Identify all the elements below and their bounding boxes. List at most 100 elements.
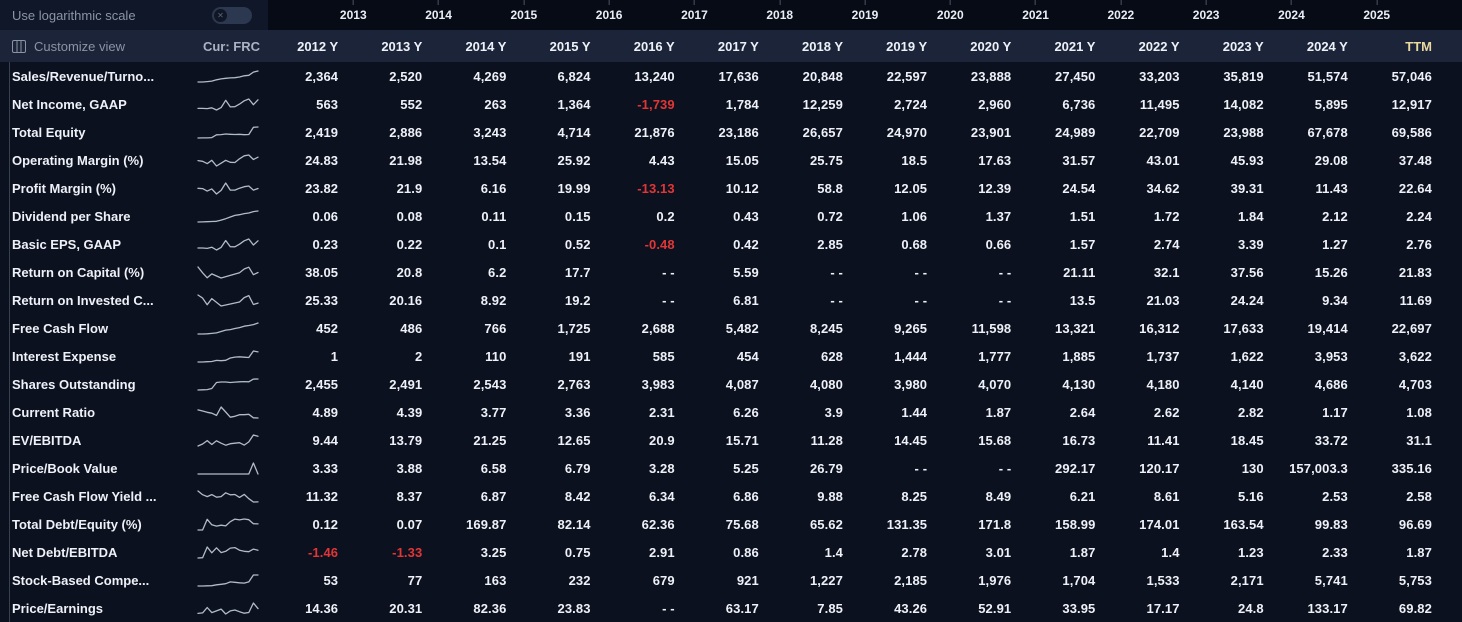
value-cell: 69,586: [1391, 124, 1432, 140]
value-cell: 4.89: [312, 404, 339, 420]
metric-label[interactable]: Sales/Revenue/Turno...: [12, 68, 155, 84]
sparkline-chart: [197, 602, 259, 615]
value-cell: 62.36: [641, 516, 675, 532]
sparkline: [185, 459, 268, 477]
value-cell: 20,848: [802, 68, 843, 84]
value-cell: 27,450: [1055, 68, 1096, 84]
metric-label[interactable]: Shares Outstanding: [12, 376, 136, 392]
timeline-year-label: 2016: [595, 8, 623, 22]
value-cell: 8,245: [809, 320, 843, 336]
value-cell: 4,140: [1230, 376, 1264, 392]
value-cell: - -: [998, 460, 1012, 476]
value-cell: - -: [914, 460, 928, 476]
value-cell: 6,736: [1062, 96, 1096, 112]
sparkline-chart: [197, 378, 259, 391]
table-row: Total Debt/Equity (%) 0.12 0.07 169.87 82.14…: [0, 510, 1462, 538]
sparkline: [185, 375, 268, 393]
metric-label[interactable]: Price/Book Value: [12, 460, 118, 476]
value-cell: 766: [484, 320, 507, 336]
sparkline-chart: [197, 126, 259, 139]
value-cell: 133.17: [1307, 600, 1348, 616]
value-cell: - -: [998, 292, 1012, 308]
metric-label[interactable]: Net Income, GAAP: [12, 96, 127, 112]
timeline-year: 2019: [852, 0, 878, 22]
customize-view-button[interactable]: Customize view: [0, 39, 185, 54]
metric-label[interactable]: Stock-Based Compe...: [12, 572, 150, 588]
sparkline-chart: [197, 462, 259, 475]
metric-label[interactable]: Total Equity: [12, 124, 86, 140]
sparkline-chart: [197, 294, 259, 307]
value-cell: 1.23: [1237, 544, 1264, 560]
metric-label[interactable]: Free Cash Flow Yield ...: [12, 488, 157, 504]
value-cell: 23,888: [970, 68, 1012, 84]
value-cell: 58.8: [817, 180, 843, 196]
log-scale-toggle[interactable]: ✕: [212, 6, 252, 24]
value-cell: 486: [400, 320, 423, 336]
timeline-tick: [779, 0, 781, 5]
metric-label[interactable]: Net Debt/EBITDA: [12, 544, 118, 560]
metric-label[interactable]: Basic EPS, GAAP: [12, 236, 122, 252]
value-cell: 0.23: [312, 236, 339, 252]
value-cell: 6.2: [488, 264, 507, 280]
metric-label[interactable]: Interest Expense: [12, 348, 117, 364]
sparkline: [185, 95, 268, 113]
sparkline-chart: [197, 434, 259, 447]
value-cell: 15.05: [725, 152, 759, 168]
metric-label[interactable]: Dividend per Share: [12, 208, 131, 224]
value-cell: 6.87: [480, 488, 507, 504]
value-cell: 2,520: [389, 68, 423, 84]
column-header: TTM: [1405, 38, 1432, 54]
value-cell: 69.82: [1398, 600, 1432, 616]
table-row: Operating Margin (%) 24.83 21.98 13.54 25.92…: [0, 146, 1462, 174]
value-cell: 585: [652, 348, 675, 364]
value-cell: 6.58: [480, 460, 507, 476]
value-cell: 2.74: [1153, 236, 1180, 252]
sparkline-chart: [197, 238, 259, 251]
table-row: Net Income, GAAP 563 552 263 1,364 -1,739 1,78…: [0, 90, 1462, 118]
value-cell: 13,240: [634, 68, 675, 84]
metric-label[interactable]: Return on Capital (%): [12, 264, 145, 280]
value-cell: 21.98: [389, 152, 423, 168]
metric-label[interactable]: Free Cash Flow: [12, 320, 109, 336]
value-cell: 34.62: [1146, 180, 1180, 196]
value-cell: 53: [323, 572, 339, 588]
metric-label[interactable]: Profit Margin (%): [12, 180, 116, 196]
value-cell: 8.49: [985, 488, 1012, 504]
sparkline-chart: [197, 322, 259, 335]
log-scale-row: Use logarithmic scale ✕: [0, 0, 268, 30]
table-row: Total Equity 2,419 2,886 3,243 4,714 21,876 23…: [0, 118, 1462, 146]
metric-label[interactable]: Current Ratio: [12, 404, 96, 420]
value-cell: 158.99: [1055, 516, 1096, 532]
value-cell: 191: [568, 348, 591, 364]
table-row: Return on Invested C... 25.33 20.16 8.92 19.…: [0, 286, 1462, 314]
timeline-year: 2021: [1022, 0, 1049, 22]
value-cell: 5,895: [1314, 96, 1348, 112]
metric-label[interactable]: Return on Invested C...: [12, 292, 154, 308]
value-cell: 16,312: [1139, 320, 1180, 336]
value-cell: 67,678: [1307, 124, 1348, 140]
value-cell: 37.56: [1230, 264, 1264, 280]
value-cell: 11,495: [1139, 96, 1180, 112]
sparkline: [185, 515, 268, 533]
value-cell: 169.87: [466, 516, 507, 532]
timeline-tick: [352, 0, 354, 5]
metric-label[interactable]: Operating Margin (%): [12, 152, 144, 168]
metric-label[interactable]: Total Debt/Equity (%): [12, 516, 142, 532]
value-cell: 29.08: [1314, 152, 1348, 168]
sparkline: [185, 487, 268, 505]
sparkline: [185, 263, 268, 281]
metric-label[interactable]: Price/Earnings: [12, 600, 104, 616]
value-cell: 4.43: [649, 152, 675, 168]
value-cell: 3,953: [1314, 348, 1348, 364]
sparkline: [185, 319, 268, 337]
currency-selector[interactable]: Cur: FRC: [202, 38, 260, 54]
sparkline: [185, 347, 268, 365]
value-cell: 22,709: [1139, 124, 1180, 140]
value-cell: 4,087: [725, 376, 759, 392]
value-cell: 1,227: [809, 572, 843, 588]
value-cell: 77: [407, 572, 423, 588]
timeline-year-label: 2023: [1192, 8, 1220, 22]
value-cell: 0.86: [733, 544, 759, 560]
metric-label[interactable]: EV/EBITDA: [12, 432, 82, 448]
value-cell: 17,636: [718, 68, 759, 84]
